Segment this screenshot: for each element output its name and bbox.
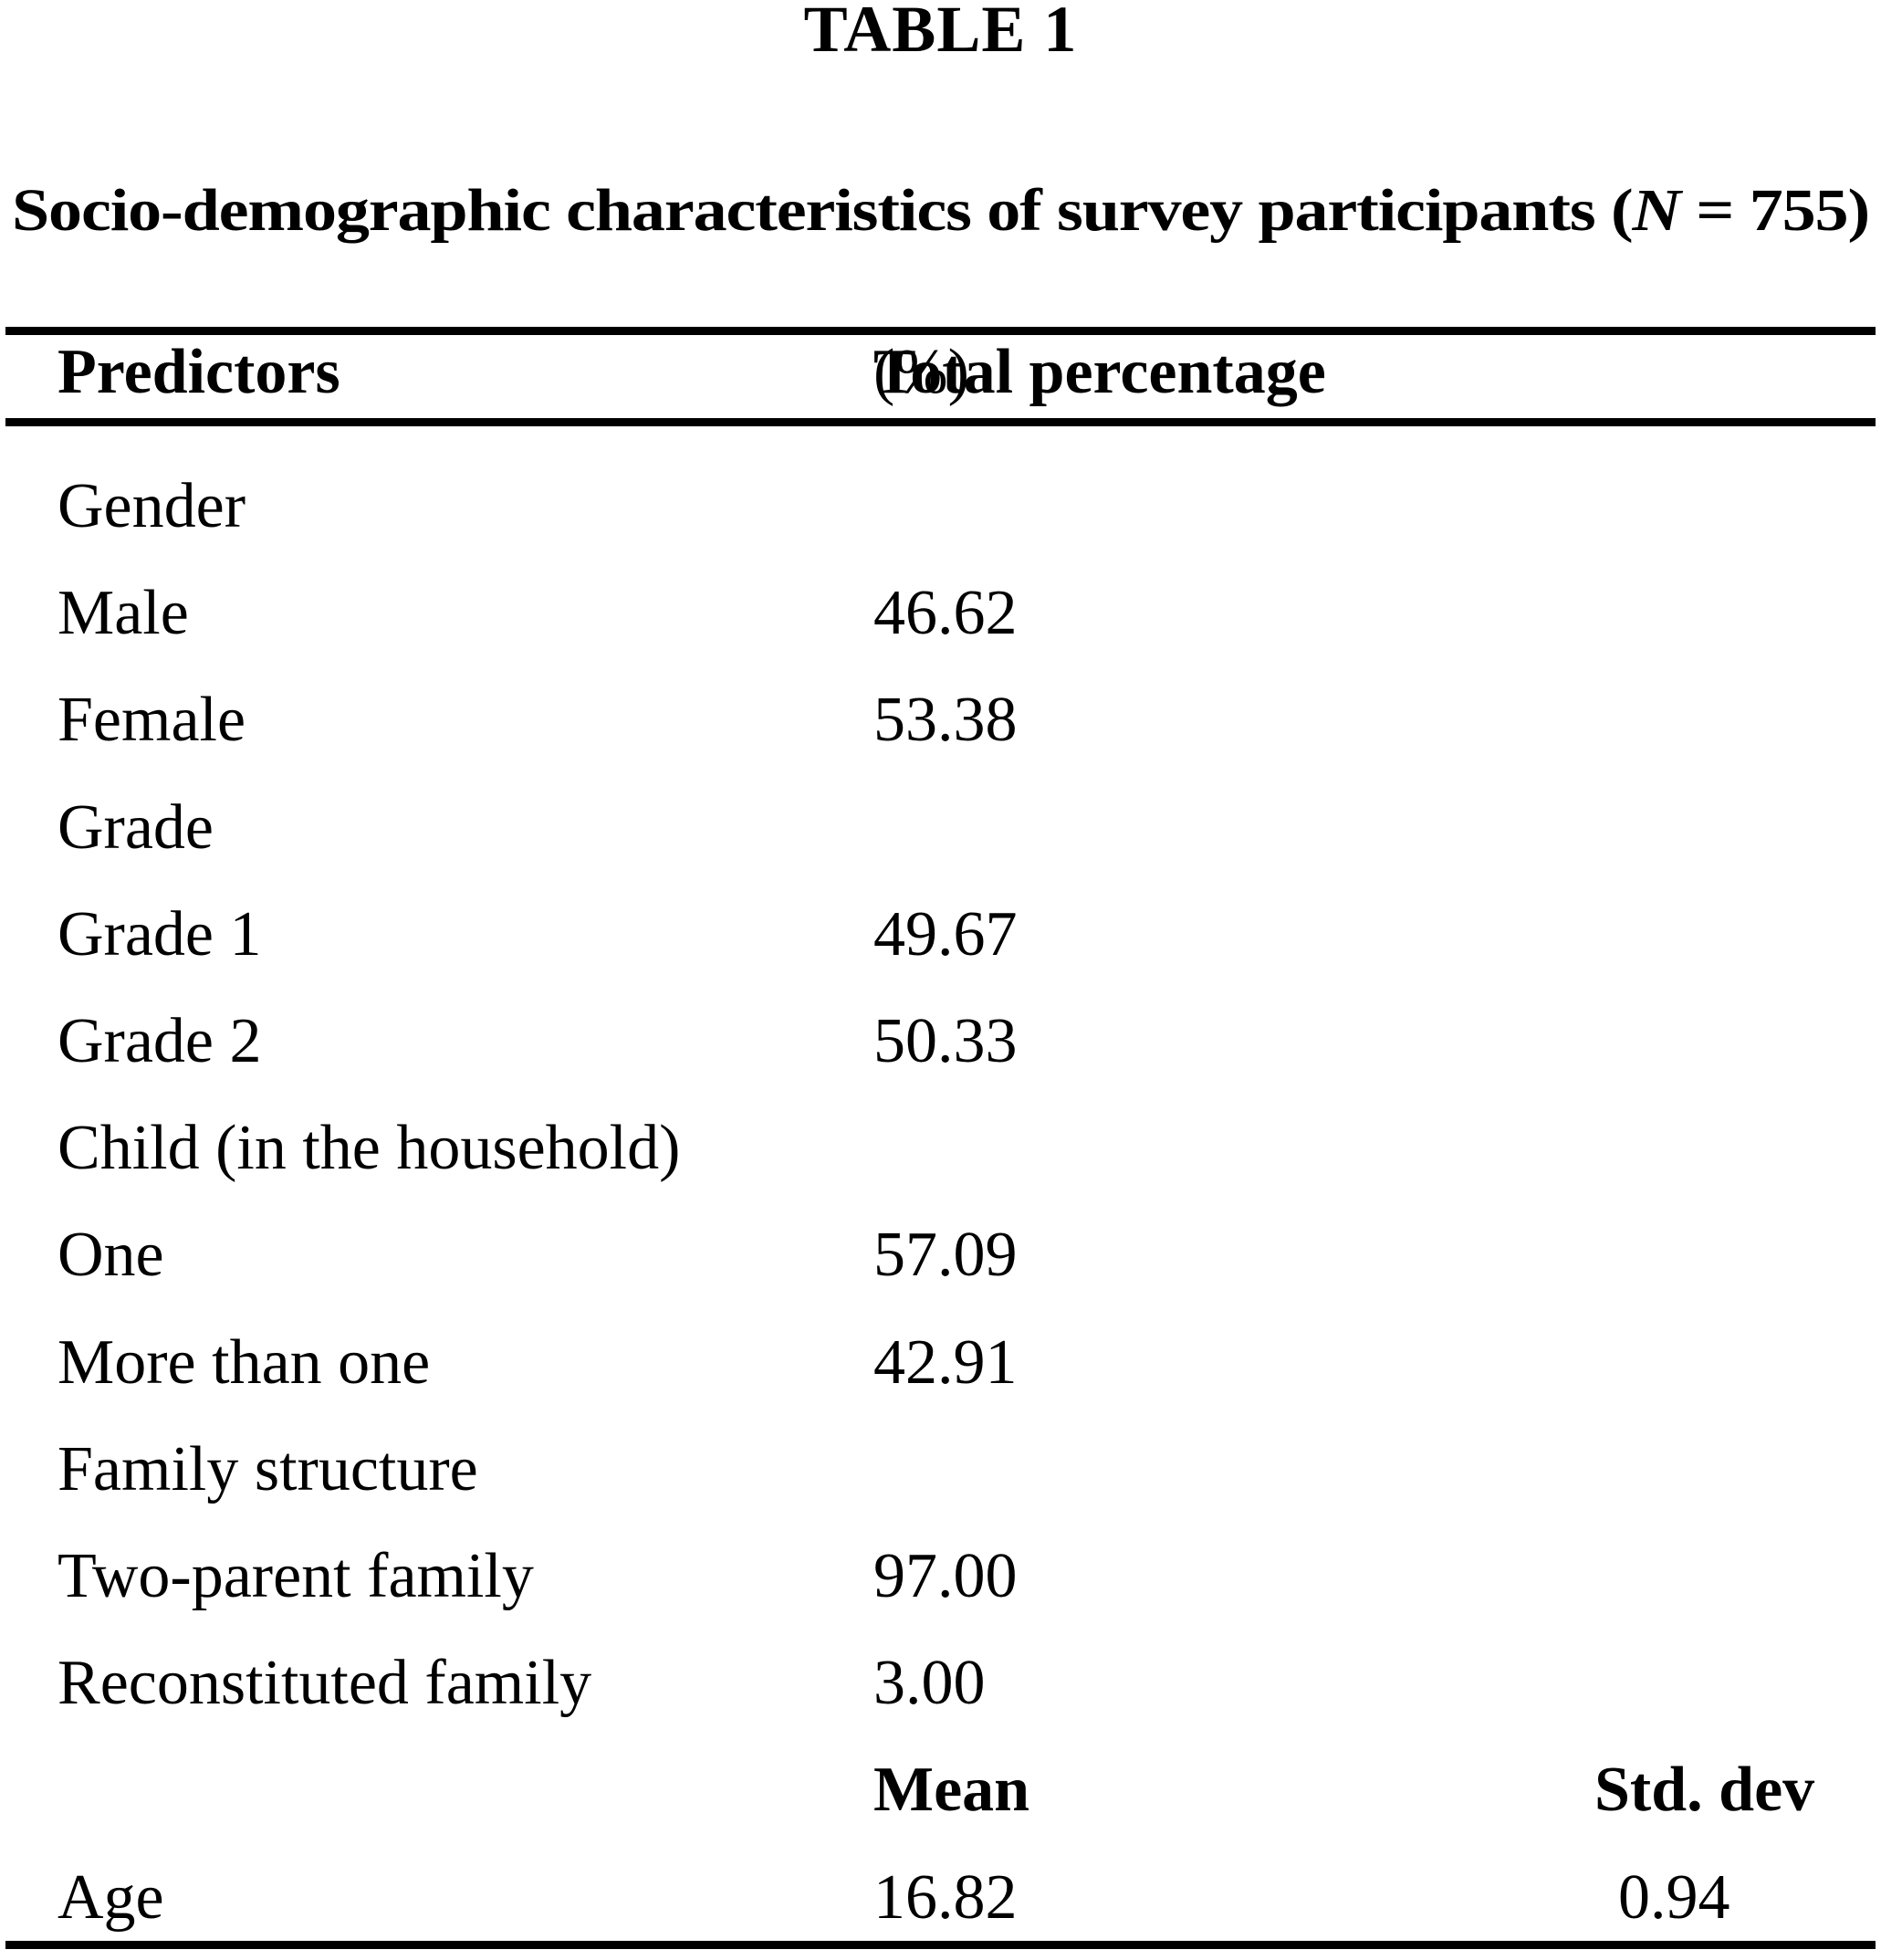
table-row: One 57.09 [0, 1223, 1881, 1315]
column-header-percent-sign: (%) [873, 337, 969, 407]
cell-predictor: Family structure [57, 1434, 478, 1504]
column-header-total-percentage-text: Total percentage [873, 337, 1326, 407]
cell-percentage-value: 49.67 [873, 899, 1018, 970]
cell-percentage-value: 16.82 [873, 1862, 1018, 1933]
table-row: Grade 2 50.33 [0, 1010, 1881, 1101]
cell-percentage-value: 57.09 [873, 1220, 1018, 1290]
cell-predictor: More than one [57, 1327, 431, 1398]
cell-percentage-value: 50.33 [873, 1006, 1018, 1076]
table-row: Female 53.38 [0, 688, 1881, 780]
table-row: Grade 1 49.67 [0, 903, 1881, 994]
cell-predictor: Grade 1 [57, 899, 262, 970]
horizontal-rule-top [5, 327, 1876, 335]
cell-predictor: Grade 2 [57, 1006, 262, 1076]
table-title: Socio-demographic characteristics of sur… [12, 181, 1870, 241]
table-row: Age 16.82 0.94 [0, 1866, 1881, 1957]
cell-predictor: Gender [57, 471, 246, 541]
table-number-label: TABLE 1 [803, 0, 1078, 66]
table-row: Grade [0, 796, 1881, 887]
cell-predictor: Female [57, 685, 246, 755]
cell-predictor: Grade [57, 792, 214, 863]
cell-mean-header: Mean [873, 1755, 1030, 1825]
horizontal-rule-bottom [5, 1941, 1876, 1949]
cell-predictor: Age [57, 1862, 164, 1933]
table-row: Gender [0, 475, 1881, 566]
table-header-row: Predictors Total percentage (%) [0, 341, 1881, 432]
table-row: Child (in the household) [0, 1116, 1881, 1208]
table-row: Two-parent family 97.00 [0, 1545, 1881, 1636]
table-row: Reconstituted family 3.00 [0, 1651, 1881, 1743]
cell-percentage-value: 42.91 [873, 1327, 1018, 1398]
column-header-predictors: Predictors [57, 337, 340, 407]
cell-predictor: Male [57, 578, 189, 648]
cell-predictor: Two-parent family [57, 1541, 534, 1611]
table-title-suffix: = 755) [1679, 177, 1870, 244]
cell-predictor: Child (in the household) [57, 1113, 681, 1183]
table-title-prefix: Socio-demographic characteristics of sur… [12, 177, 1634, 244]
cell-predictor: Reconstituted family [57, 1648, 592, 1718]
cell-std-dev-value: 0.94 [1618, 1862, 1730, 1933]
cell-percentage-value: 3.00 [873, 1648, 986, 1718]
table-row: Mean Std. dev [0, 1758, 1881, 1850]
cell-percentage-value: 53.38 [873, 685, 1018, 755]
cell-std-dev-header: Std. dev [1594, 1755, 1815, 1825]
cell-percentage-value: 97.00 [873, 1541, 1018, 1611]
table-row: More than one 42.91 [0, 1331, 1881, 1422]
table-row: Family structure [0, 1438, 1881, 1529]
cell-predictor: One [57, 1220, 164, 1290]
table-row: Male 46.62 [0, 582, 1881, 673]
sample-size-symbol: N [1632, 177, 1681, 244]
horizontal-rule-header [5, 418, 1876, 426]
cell-percentage-value: 46.62 [873, 578, 1018, 648]
